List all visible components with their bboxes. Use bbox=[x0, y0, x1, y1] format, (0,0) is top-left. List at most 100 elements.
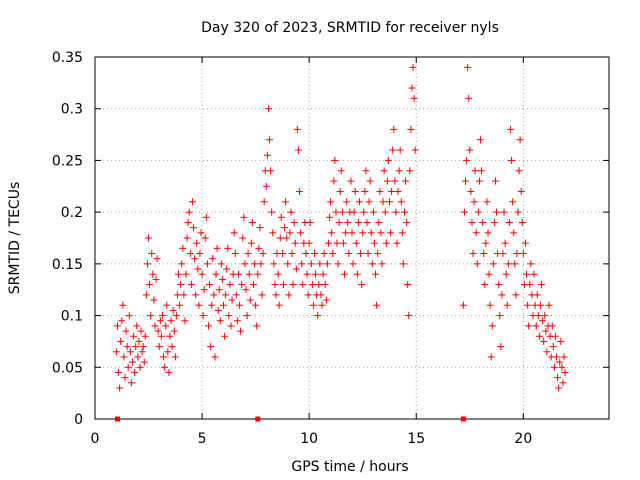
data-point bbox=[508, 156, 516, 164]
axis-ticks bbox=[94, 56, 609, 420]
data-point bbox=[290, 218, 298, 226]
data-point bbox=[224, 244, 232, 252]
grid-lines bbox=[95, 57, 609, 419]
data-point bbox=[516, 136, 524, 144]
data-point bbox=[142, 291, 150, 299]
data-point bbox=[292, 265, 300, 273]
data-point bbox=[322, 296, 330, 304]
data-point bbox=[297, 229, 305, 237]
data-point bbox=[278, 250, 286, 258]
data-point bbox=[303, 270, 311, 278]
data-point bbox=[161, 363, 169, 371]
data-point bbox=[553, 353, 561, 361]
data-point bbox=[518, 218, 526, 226]
data-point bbox=[524, 301, 532, 309]
data-point bbox=[556, 358, 564, 366]
data-point bbox=[157, 332, 165, 340]
data-point bbox=[320, 250, 328, 258]
data-point bbox=[545, 301, 553, 309]
data-point bbox=[338, 208, 346, 216]
data-point bbox=[178, 260, 186, 268]
data-point bbox=[192, 291, 200, 299]
data-point bbox=[543, 348, 551, 356]
data-point bbox=[191, 255, 199, 263]
x-tick-label: 20 bbox=[514, 431, 532, 447]
data-point bbox=[398, 229, 406, 237]
data-point bbox=[168, 343, 176, 351]
data-point bbox=[145, 234, 153, 242]
data-point bbox=[284, 260, 292, 268]
data-point bbox=[312, 270, 320, 278]
data-point bbox=[130, 332, 138, 340]
data-markers bbox=[112, 63, 569, 392]
data-point bbox=[314, 312, 322, 320]
data-point bbox=[345, 250, 353, 258]
data-point bbox=[469, 250, 477, 258]
data-point bbox=[172, 312, 180, 320]
data-point bbox=[134, 353, 142, 361]
data-point bbox=[367, 229, 375, 237]
data-point bbox=[218, 275, 226, 283]
data-point bbox=[349, 260, 357, 268]
data-point bbox=[503, 301, 511, 309]
data-point bbox=[263, 151, 271, 159]
data-point bbox=[377, 229, 385, 237]
data-point bbox=[255, 244, 263, 252]
data-point bbox=[215, 286, 223, 294]
data-point bbox=[403, 218, 411, 226]
data-point bbox=[188, 198, 196, 206]
data-point bbox=[302, 250, 310, 258]
data-point bbox=[266, 136, 274, 144]
data-point bbox=[152, 275, 160, 283]
data-point bbox=[211, 353, 219, 361]
data-point bbox=[357, 250, 365, 258]
data-point bbox=[139, 343, 147, 351]
data-point bbox=[557, 337, 565, 345]
data-point bbox=[486, 301, 494, 309]
data-point bbox=[196, 250, 204, 258]
data-point bbox=[220, 301, 227, 309]
data-point bbox=[460, 208, 468, 216]
data-point bbox=[550, 363, 558, 371]
data-point bbox=[504, 260, 512, 268]
data-point bbox=[558, 363, 566, 371]
data-point bbox=[217, 260, 225, 268]
data-point bbox=[359, 229, 367, 237]
data-point bbox=[124, 363, 132, 371]
data-point bbox=[146, 281, 154, 289]
data-point bbox=[330, 177, 338, 185]
chart-title: Day 320 of 2023, SRMTID for receiver nyl… bbox=[201, 20, 499, 36]
data-point bbox=[465, 94, 473, 102]
data-point bbox=[299, 281, 307, 289]
data-point bbox=[498, 291, 506, 299]
data-point bbox=[253, 322, 261, 330]
data-point bbox=[319, 270, 327, 278]
data-point bbox=[246, 296, 254, 304]
data-point bbox=[243, 312, 251, 320]
data-point bbox=[234, 270, 242, 278]
data-point bbox=[205, 322, 213, 330]
data-point bbox=[264, 105, 272, 113]
data-point bbox=[526, 281, 534, 289]
data-point bbox=[227, 322, 235, 330]
data-point bbox=[555, 384, 563, 392]
data-point bbox=[407, 125, 415, 133]
data-point bbox=[271, 281, 279, 289]
data-point bbox=[294, 146, 302, 154]
data-point bbox=[165, 368, 173, 376]
data-point bbox=[400, 208, 408, 216]
data-point bbox=[402, 177, 410, 185]
data-point bbox=[298, 260, 306, 268]
data-point bbox=[136, 363, 144, 371]
data-point bbox=[166, 332, 174, 340]
data-point bbox=[525, 322, 533, 330]
data-point bbox=[112, 348, 120, 356]
data-point bbox=[342, 229, 350, 237]
x-tick-label: 0 bbox=[91, 431, 100, 447]
data-point bbox=[464, 63, 472, 71]
data-point bbox=[554, 374, 562, 382]
y-tick-label: 0.05 bbox=[52, 360, 83, 376]
data-point bbox=[519, 250, 527, 258]
data-point bbox=[156, 317, 164, 325]
data-point bbox=[468, 218, 476, 226]
